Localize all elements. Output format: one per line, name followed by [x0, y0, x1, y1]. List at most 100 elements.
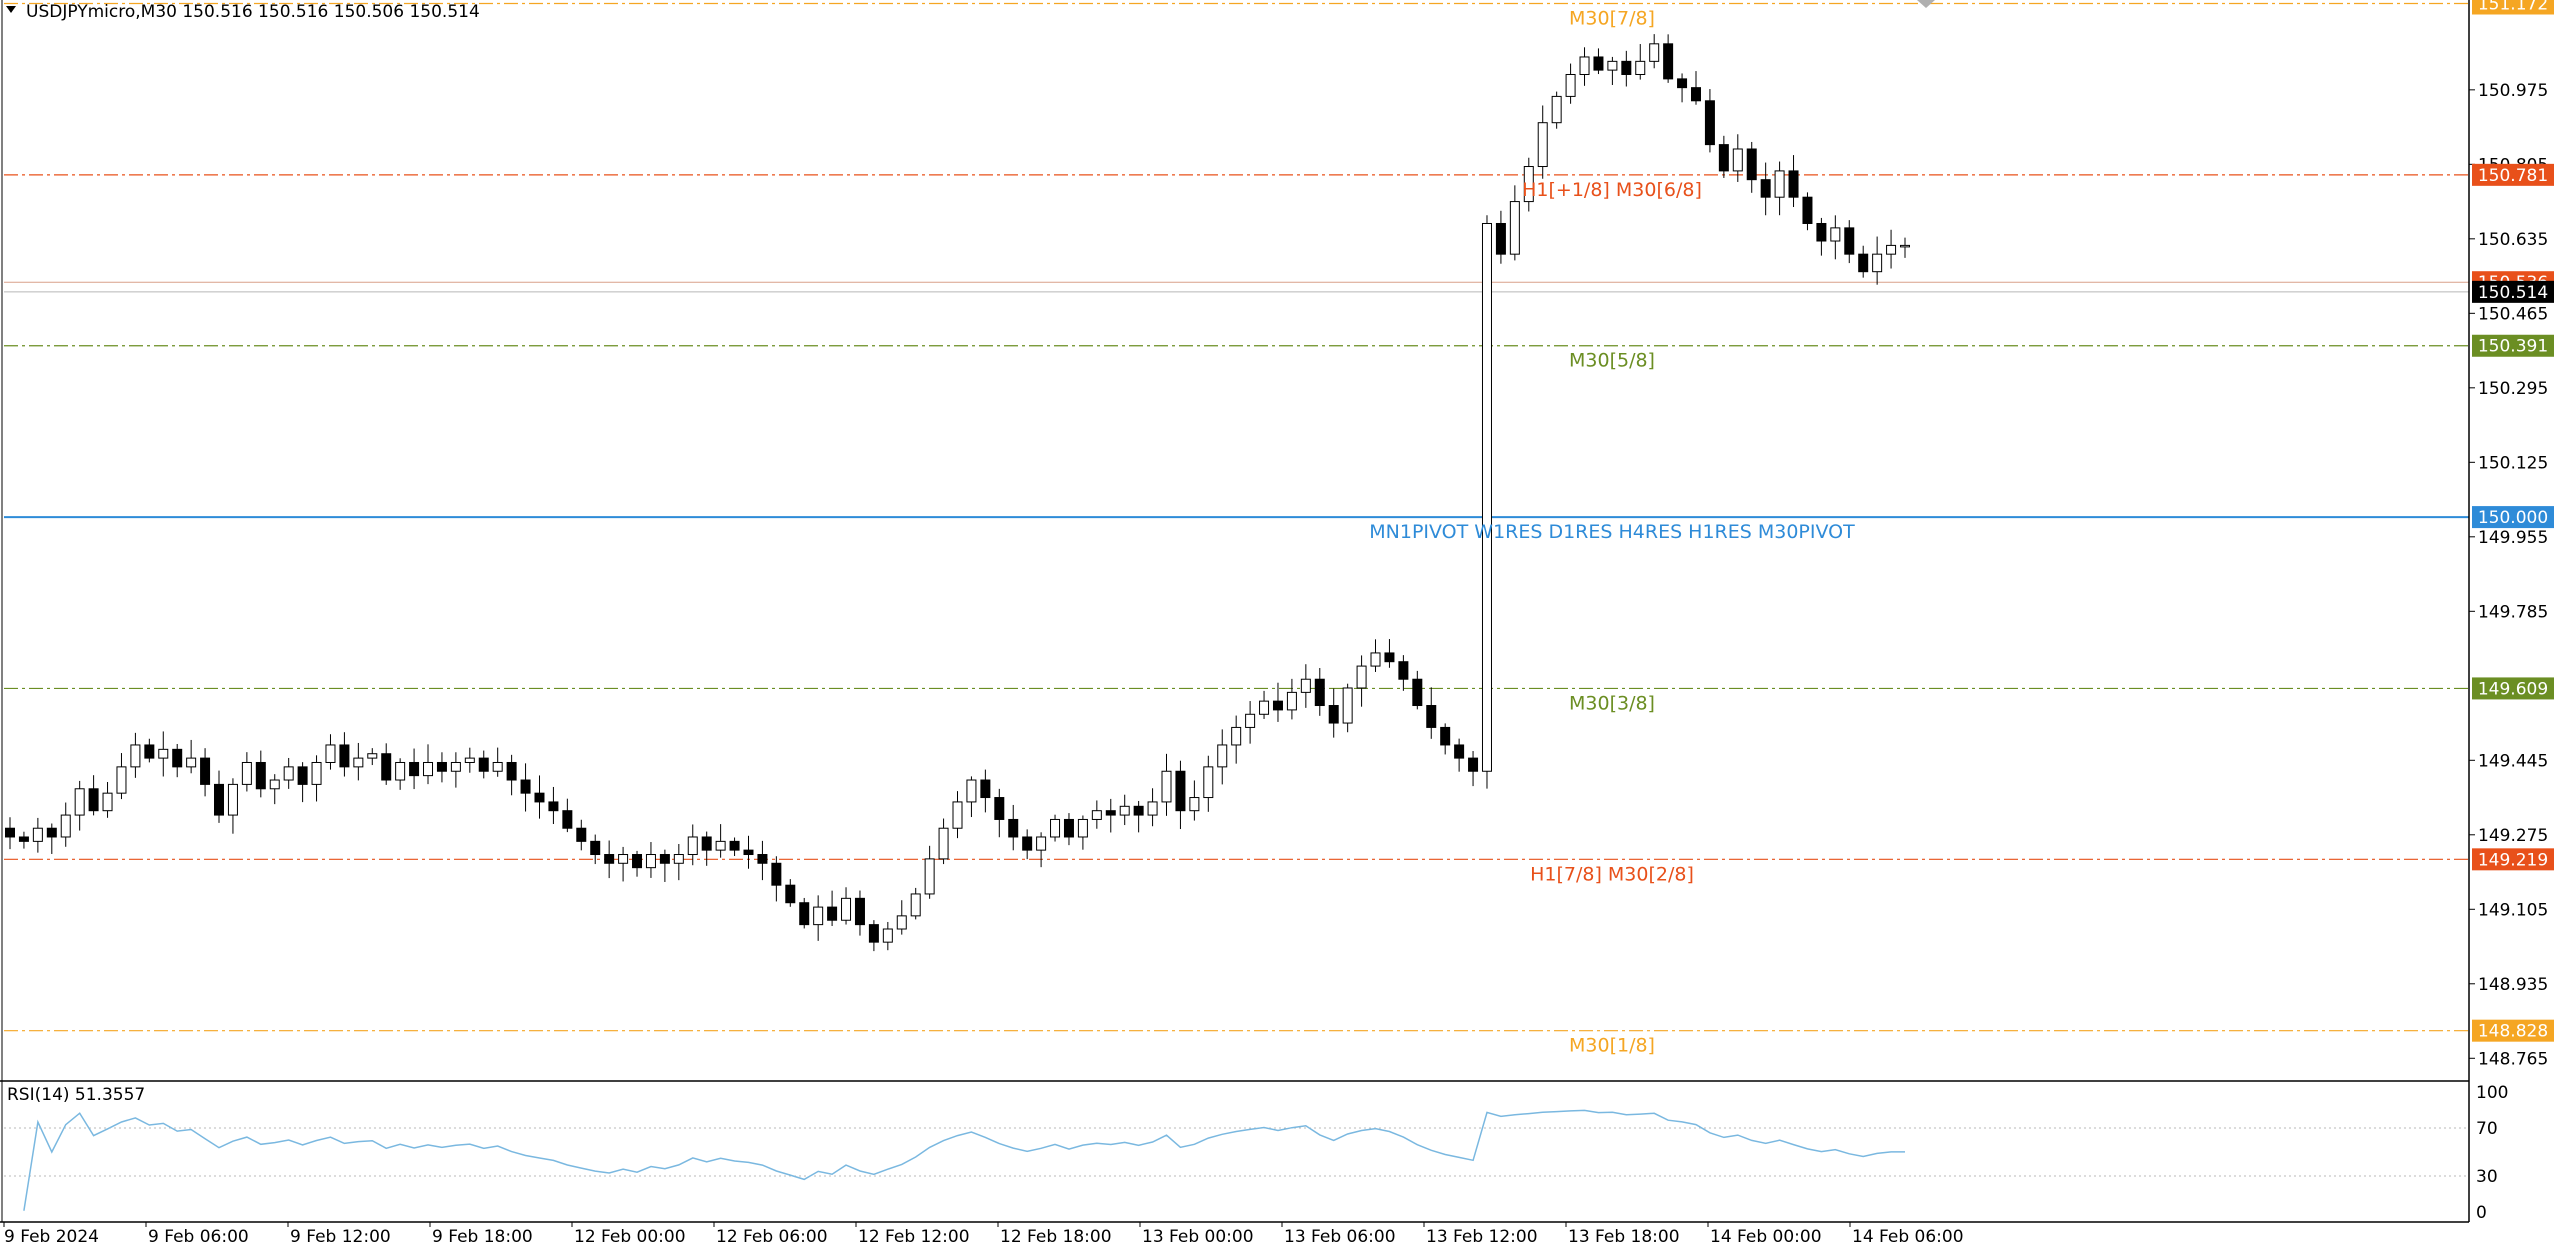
candle-bull	[1259, 700, 1270, 715]
y-tick-label: 149.445	[2478, 751, 2548, 771]
candle-bear	[88, 788, 99, 812]
y-tick-label: 150.295	[2478, 379, 2548, 399]
candle-bear	[520, 779, 531, 794]
candle-bull	[367, 753, 378, 759]
level-price-text: 150.391	[2478, 337, 2548, 357]
candle-bear	[1314, 678, 1325, 707]
candle-bear	[46, 827, 57, 838]
current-price-badge	[2472, 280, 2554, 303]
candle-bear	[255, 761, 266, 790]
x-tick-label: 12 Feb 00:00	[574, 1227, 686, 1247]
candle-bull	[1091, 810, 1102, 820]
candle-bear	[1022, 836, 1033, 851]
candle-bull	[464, 757, 475, 763]
candle-bear	[604, 854, 615, 864]
candle-bear	[1760, 179, 1771, 198]
y-tick-label: 148.935	[2478, 975, 2548, 995]
candle-bull	[1579, 56, 1590, 75]
x-tick-label: 12 Feb 18:00	[1000, 1227, 1112, 1247]
candle-bull	[32, 827, 43, 842]
candle-bull	[1481, 222, 1492, 772]
candle-bull	[130, 744, 141, 768]
candle-bull	[158, 748, 169, 759]
candle-bull	[1356, 665, 1367, 689]
candle-bull	[116, 766, 127, 794]
candle-bull	[241, 761, 252, 785]
rsi-line	[23, 1109, 1905, 1211]
scroll-marker-icon[interactable]	[1917, 0, 1935, 8]
candle-bear	[1718, 144, 1729, 172]
candle-bear	[1690, 87, 1701, 102]
candle-bull	[715, 840, 726, 851]
candle-bear	[1328, 705, 1339, 724]
candle-bull	[1523, 166, 1534, 203]
x-tick-label: 13 Feb 18:00	[1568, 1227, 1680, 1247]
candle-bull	[269, 779, 280, 790]
candle-bear	[1663, 43, 1674, 80]
x-tick-label: 13 Feb 00:00	[1142, 1227, 1254, 1247]
candle-bear	[18, 836, 29, 842]
candle-bear	[506, 761, 517, 781]
level-price-badge	[2472, 848, 2554, 871]
candle-bear	[436, 761, 447, 772]
candle-bull	[1774, 170, 1785, 198]
x-tick-label: 14 Feb 00:00	[1710, 1227, 1822, 1247]
collapse-arrow-icon[interactable]	[6, 6, 16, 13]
candle-bear	[868, 924, 879, 943]
candle-bear	[1063, 818, 1074, 838]
candle-bull	[186, 757, 197, 768]
y-tick-label: 148.765	[2478, 1049, 2548, 1069]
candle-bull	[966, 779, 977, 803]
candle-bull	[1286, 691, 1297, 711]
candle-bull	[1370, 652, 1381, 667]
rsi-layer	[4, 1109, 2469, 1211]
symbol-header: USDJPYmicro,M30 150.516 150.516 150.506 …	[26, 2, 480, 22]
candle-bear	[1802, 196, 1813, 224]
candle-bear	[1398, 661, 1409, 680]
x-tick-label: 12 Feb 06:00	[716, 1227, 828, 1247]
candle-bear	[297, 766, 308, 785]
candle-bear	[1468, 757, 1479, 772]
candle-bull	[910, 893, 921, 917]
x-tick-label: 9 Feb 2024	[4, 1227, 99, 1247]
candle-bear	[701, 836, 712, 851]
candle-bear	[214, 783, 225, 816]
candles-layer	[5, 34, 1910, 952]
candle-bear	[1593, 56, 1604, 71]
y-tick-label: 150.975	[2478, 81, 2548, 101]
candle-bull	[618, 854, 629, 864]
candle-bull	[1203, 766, 1214, 799]
candle-bear	[1495, 222, 1506, 255]
current-price-text: 150.514	[2478, 283, 2548, 303]
axes-layer	[0, 0, 2470, 1223]
candle-bull	[102, 792, 113, 812]
candle-bull	[325, 744, 336, 763]
candle-bear	[562, 810, 573, 829]
candle-bull	[74, 788, 85, 816]
candle-bull	[283, 766, 294, 781]
candle-bear	[1105, 810, 1116, 816]
level-price-badge	[2472, 1019, 2554, 1042]
y-tick-label: 150.465	[2478, 304, 2548, 324]
candle-bull	[1607, 60, 1618, 71]
candle-bear	[200, 757, 211, 785]
rsi-tick-label: 100	[2476, 1083, 2508, 1103]
level-text: H1[+1/8] M30[6/8]	[1522, 179, 1702, 201]
candle-bull	[687, 836, 698, 856]
rsi-tick-label: 70	[2476, 1119, 2498, 1139]
level-price-text: 150.000	[2478, 508, 2548, 528]
candle-bear	[534, 792, 545, 803]
rsi-tick-label: 0	[2476, 1203, 2487, 1223]
candle-bull	[813, 906, 824, 926]
level-price-badge	[2472, 334, 2554, 357]
x-tick-label: 9 Feb 12:00	[290, 1227, 391, 1247]
level-price-badge	[2472, 163, 2554, 186]
candle-bear	[799, 902, 810, 926]
candle-bull	[1147, 801, 1158, 816]
x-tick-label: 14 Feb 06:00	[1852, 1227, 1964, 1247]
rsi-tick-label: 30	[2476, 1167, 2498, 1187]
candle-bear	[994, 797, 1005, 820]
candle-bear	[381, 753, 392, 781]
